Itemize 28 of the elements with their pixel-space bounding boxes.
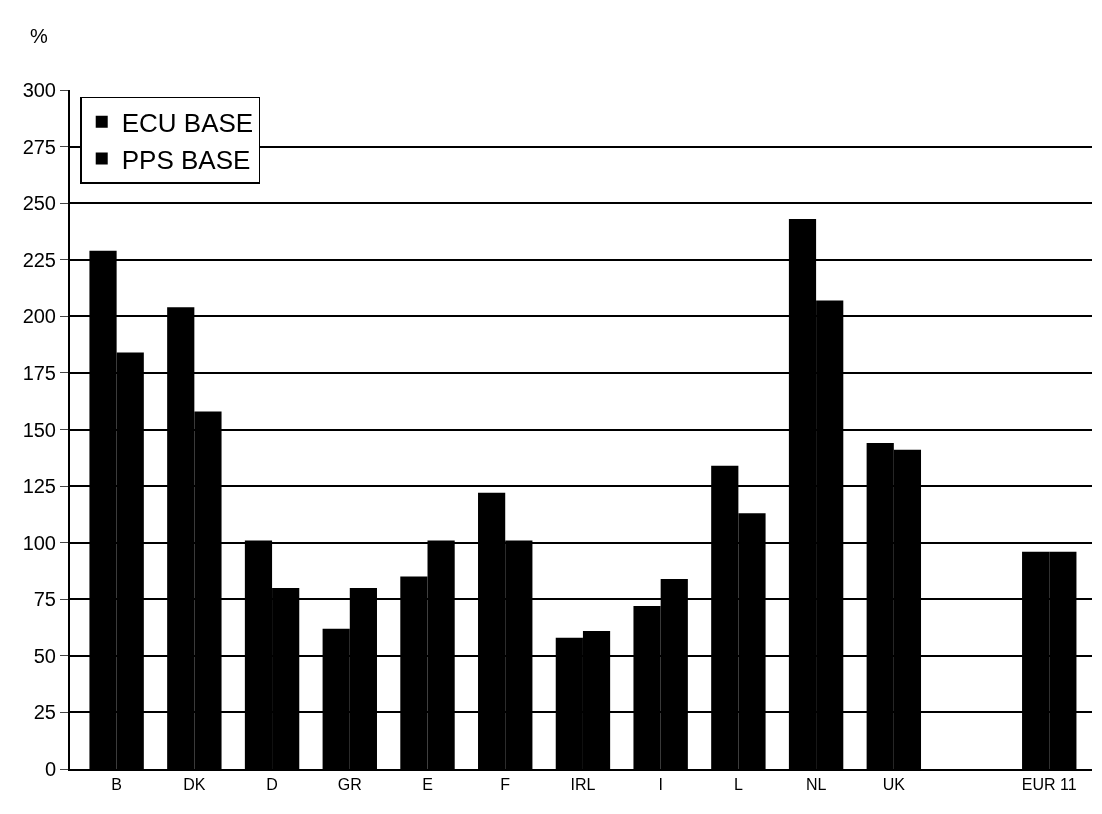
y-axis-title: % [30, 25, 48, 47]
y-tick-label: 50 [33, 644, 56, 667]
x-tick-label: I [658, 776, 663, 794]
x-tick-label: UK [882, 776, 906, 794]
x-tick-label: EUR 11 [1021, 776, 1077, 794]
y-tick-label: 125 [22, 475, 56, 498]
x-tick-label: GR [337, 776, 362, 794]
y-tick-label: 275 [22, 135, 56, 158]
y-tick-label: 150 [22, 418, 56, 441]
y-tick-label: 100 [22, 531, 56, 554]
y-tick-label: 25 [33, 701, 56, 724]
x-tick-label: DK [183, 776, 206, 794]
legend-label: ECU BASE [121, 107, 254, 138]
legend-label: PPS BASE [121, 144, 251, 175]
x-tick-label: NL [805, 776, 827, 794]
y-tick-label: 0 [44, 758, 56, 780]
y-tick-label: 225 [22, 248, 56, 271]
x-tick-label: IRL [570, 776, 596, 794]
y-tick-label: 200 [22, 305, 56, 328]
x-tick-label: L [733, 776, 743, 794]
x-tick-label: F [500, 776, 511, 794]
y-tick-label: 175 [22, 361, 56, 384]
x-tick-label: B [111, 776, 122, 794]
x-tick-label: E [422, 776, 433, 794]
x-tick-label: D [266, 776, 278, 794]
y-tick-label: 300 [22, 79, 56, 101]
y-tick-label: 250 [22, 192, 56, 215]
y-tick-label: 75 [33, 588, 56, 611]
